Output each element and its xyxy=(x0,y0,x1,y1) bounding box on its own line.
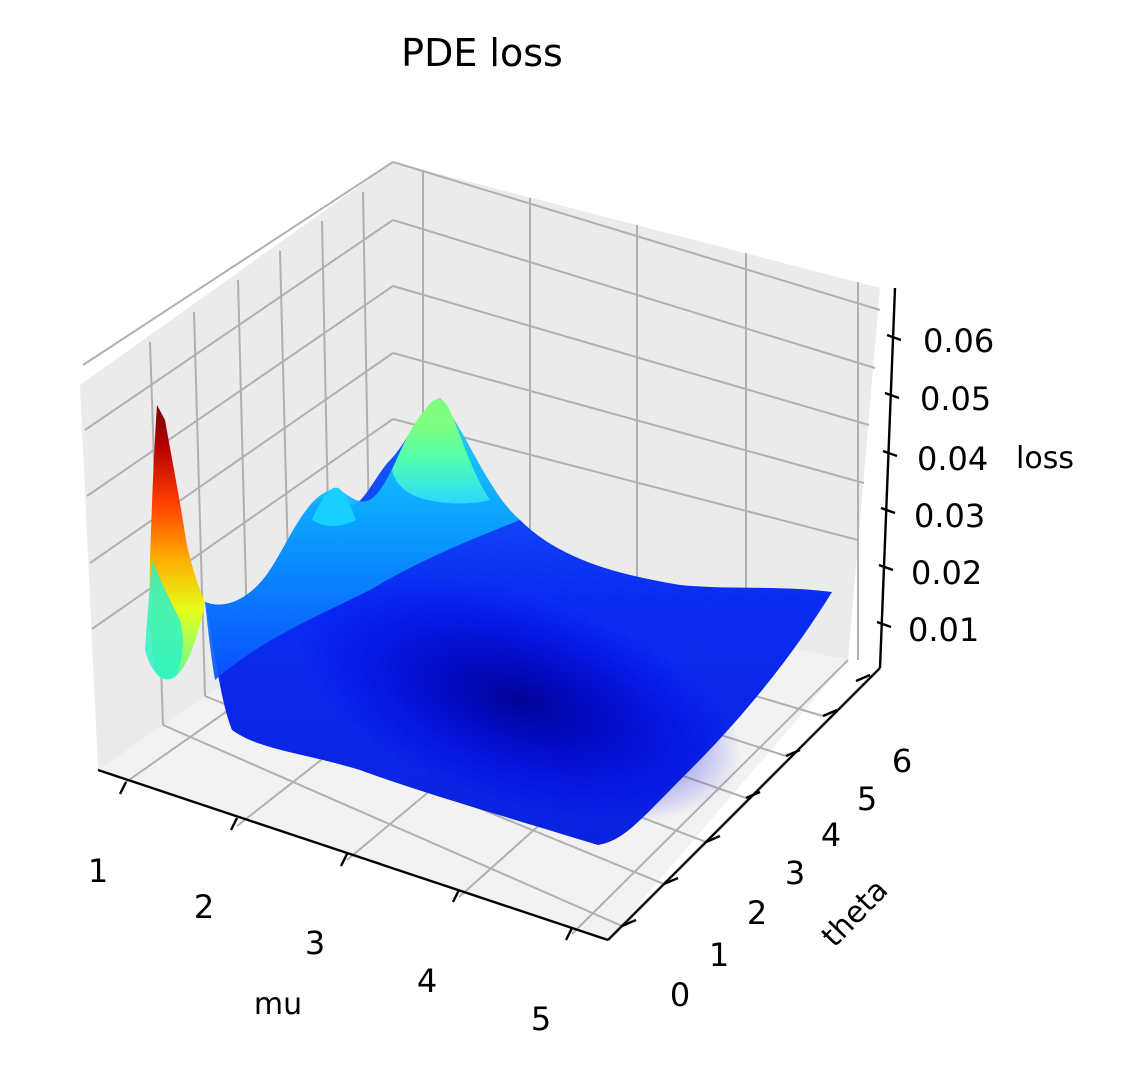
y-tick-label: 0 xyxy=(670,976,690,1014)
loss-surface xyxy=(145,398,832,845)
x-axis-label: mu xyxy=(254,987,302,1022)
y-tick-label: 2 xyxy=(747,894,767,932)
z-axis-label: loss xyxy=(1016,441,1074,476)
tick-marks xyxy=(118,333,902,941)
z-tick-label: 0.06 xyxy=(923,322,994,360)
x-tick-labels: 1 2 3 4 5 xyxy=(88,852,551,1038)
mu-axis-line xyxy=(97,768,609,942)
surface-basin xyxy=(298,577,742,823)
x-tick-label: 5 xyxy=(531,1000,551,1038)
y-tick-label: 3 xyxy=(785,854,805,892)
surface-bump-left xyxy=(312,487,356,526)
x-tick-label: 1 xyxy=(88,852,108,890)
surface-peak-right xyxy=(392,398,490,504)
axis-lines xyxy=(97,287,897,942)
theta-axis-line xyxy=(607,667,881,941)
loss-axis-line xyxy=(878,287,897,669)
y-tick-label: 4 xyxy=(821,816,841,854)
x-tick-label: 3 xyxy=(305,924,325,962)
y-axis-label: theta xyxy=(815,873,895,954)
x-tick-label: 2 xyxy=(194,888,214,926)
z-tick-label: 0.05 xyxy=(920,380,991,418)
y-tick-labels: 0 1 2 3 4 5 6 xyxy=(670,742,912,1014)
y-tick-label: 1 xyxy=(709,936,729,974)
z-tick-label: 0.01 xyxy=(908,611,979,649)
chart-title: PDE loss xyxy=(401,31,563,75)
surface-hot-edge xyxy=(145,560,183,679)
z-tick-label: 0.02 xyxy=(911,554,982,592)
z-tick-label: 0.04 xyxy=(917,440,988,478)
y-tick-label: 5 xyxy=(857,780,877,818)
z-tick-labels: 0.01 0.02 0.03 0.04 0.05 0.06 xyxy=(908,322,994,649)
x-tick-label: 4 xyxy=(417,962,437,1000)
y-tick-label: 6 xyxy=(892,742,912,780)
z-tick-label: 0.03 xyxy=(914,497,985,535)
